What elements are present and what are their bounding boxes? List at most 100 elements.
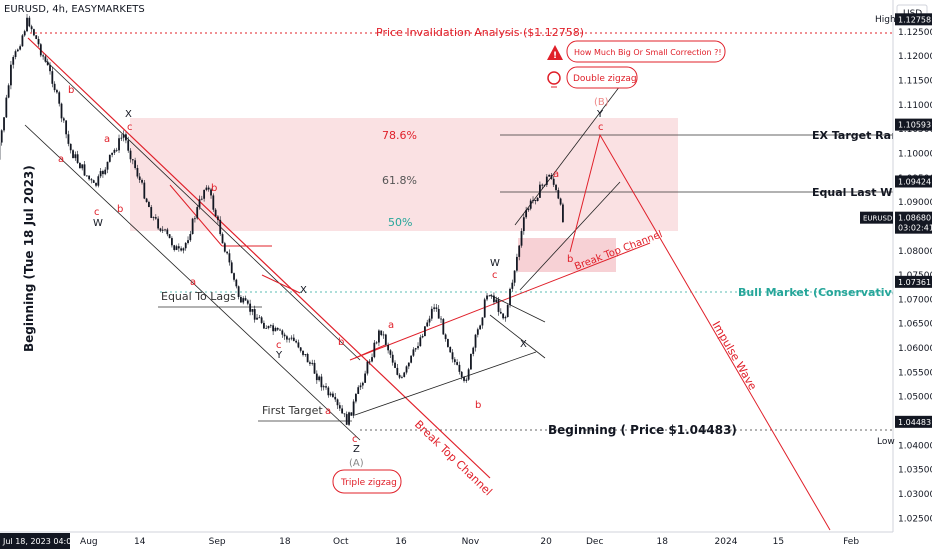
wave-label: Z (353, 444, 360, 455)
candle (56, 89, 58, 94)
candle (438, 305, 440, 319)
candle (373, 340, 375, 358)
candle (224, 242, 226, 253)
candle (475, 334, 477, 352)
lightbulb-icon (548, 72, 560, 84)
first-target-label: First Target (262, 404, 323, 417)
candle (118, 135, 120, 153)
candle (357, 385, 359, 394)
candle (511, 280, 513, 292)
beginning-price-label: Beginning ( Price $1.04483) (548, 423, 737, 437)
symbol-title[interactable]: EURUSD, 4h, EASYMARKETS (4, 4, 145, 15)
candle (468, 368, 470, 381)
candle (256, 314, 258, 320)
candle (392, 351, 394, 365)
wave-label: b (338, 337, 344, 348)
candle (77, 151, 79, 164)
candle (1, 129, 3, 145)
candle (449, 346, 451, 352)
candle (493, 292, 495, 305)
price-tick: 1.06500 (898, 320, 932, 330)
candle (254, 306, 256, 323)
candle (429, 316, 431, 326)
candle (38, 36, 40, 47)
candle (72, 149, 74, 158)
wave-label: c (492, 270, 498, 281)
double-zigzag-callout[interactable]: Double zigzag (548, 67, 637, 88)
triple-zigzag-callout[interactable]: Triple zigzag (333, 470, 401, 493)
wave-label: a (388, 320, 394, 331)
price-tick: 1.03000 (898, 490, 932, 500)
break-top-channel-lower: Break Top Channel (412, 418, 495, 498)
candle (286, 335, 288, 343)
candle (436, 304, 438, 312)
question-callout[interactable]: ! How Much Big Or Small Correction ?! (547, 41, 725, 62)
candle (275, 327, 277, 332)
candle (284, 333, 286, 340)
price-tick: 1.11000 (898, 101, 932, 111)
candle (277, 327, 279, 331)
candle (47, 59, 49, 66)
candle (104, 167, 106, 175)
time-tick: Nov (462, 537, 480, 547)
candle (91, 178, 93, 183)
time-tick: 16 (395, 537, 407, 547)
candle (252, 309, 254, 315)
candle (332, 392, 334, 398)
x-leg-2 (490, 315, 545, 358)
double-zigzag-text: Double zigzag (573, 74, 637, 84)
candle (507, 304, 509, 318)
up-channel-bottom (355, 352, 536, 415)
candle (376, 341, 378, 344)
wave-label: c (127, 122, 133, 133)
candle (295, 339, 297, 343)
candle (321, 374, 323, 391)
candle (385, 334, 387, 347)
candle (323, 385, 325, 391)
candle (440, 316, 442, 323)
candle (350, 412, 352, 415)
candle (447, 339, 449, 348)
candle (10, 61, 12, 89)
candle (415, 348, 417, 352)
wave-label: b (117, 204, 123, 215)
candle (456, 359, 458, 365)
invalidation-label: Price Invalidation Analysis ($1.12758) (376, 26, 584, 39)
candle (26, 14, 28, 32)
price-tick: 1.09000 (898, 198, 932, 208)
candle (452, 349, 454, 362)
price-tick: 1.05000 (898, 393, 932, 403)
candle (169, 234, 171, 238)
candle (3, 117, 5, 132)
price-tick: 1.04000 (898, 441, 932, 451)
candle (116, 148, 118, 152)
candle (143, 180, 145, 199)
candle (245, 296, 247, 301)
candle (242, 296, 244, 304)
candle (399, 373, 401, 379)
low-label: Low (877, 437, 895, 447)
candle (81, 164, 83, 170)
candle (100, 168, 102, 178)
candle (88, 175, 90, 180)
price-scale[interactable]: USD High Low 1.125001.120001.115001.1100… (860, 0, 932, 550)
wave-label: X (300, 285, 307, 296)
candle (93, 180, 95, 183)
candle (419, 335, 421, 347)
candle (180, 246, 182, 251)
candle (362, 382, 364, 389)
candle (486, 293, 488, 301)
symbol-tag: EURUSD (863, 215, 892, 223)
candle (240, 295, 242, 303)
candle (281, 329, 283, 338)
candle (521, 228, 523, 248)
candle (31, 25, 33, 32)
candle (459, 362, 461, 375)
wave-label: W (93, 218, 103, 229)
time-tick: 15 (773, 537, 784, 547)
candle (120, 134, 122, 141)
candle (58, 91, 60, 107)
